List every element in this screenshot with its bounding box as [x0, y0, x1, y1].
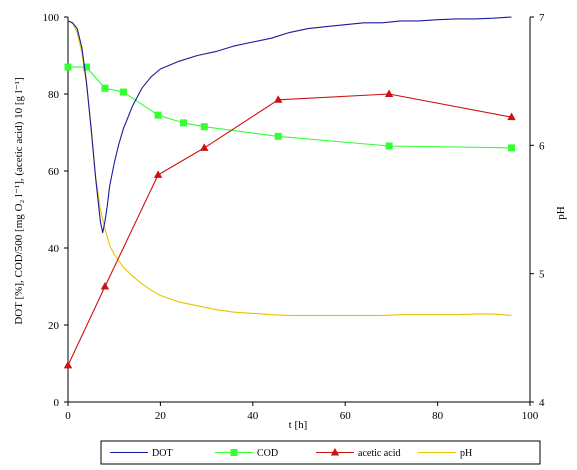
acetic-acid-point [63, 360, 73, 369]
x-tick-label: 100 [522, 410, 539, 422]
cod-line [68, 66, 512, 149]
series-acetic-acid [63, 89, 516, 369]
acetic-acid-point [153, 170, 163, 178]
legend-marker-cod [230, 449, 238, 456]
acetic-acid-point [507, 112, 516, 121]
x-tick-label: 80 [432, 410, 444, 422]
legend-marker-acetic-acid [330, 448, 340, 456]
y-axis-left: 0 20 40 60 80 100 [43, 12, 68, 409]
dot-line [67, 16, 512, 234]
acetic-acid-point [274, 95, 283, 103]
y2-tick-label: 5 [539, 269, 545, 281]
x-tick-label: 0 [65, 410, 71, 422]
y-tick-label: 80 [48, 89, 60, 101]
y-tick-label: 100 [43, 12, 60, 24]
series-dot [67, 16, 512, 234]
y-tick-label: 0 [54, 397, 60, 409]
acetic-acid-line [67, 93, 512, 366]
x-axis-title: t [h] [289, 419, 308, 431]
acetic-acid-point [200, 143, 209, 151]
legend: DOT COD acetic acid pH [100, 440, 541, 465]
legend-item-ph: pH [418, 448, 472, 459]
x-tick-label: 60 [340, 410, 352, 422]
legend-item-acetic-acid: acetic acid [316, 448, 400, 459]
cod-point [154, 111, 162, 119]
acetic-acid-point [384, 89, 394, 97]
cod-point [101, 84, 109, 92]
ph-line [67, 20, 512, 316]
y-axis-right: 4 5 6 7 [530, 12, 545, 409]
legend-label-dot: DOT [152, 448, 173, 459]
y2-tick-label: 7 [539, 12, 545, 24]
x-tick-label: 40 [247, 410, 259, 422]
cod-point [64, 63, 72, 71]
cod-point [385, 142, 393, 150]
y-axis-title: DOT [%], COD/500 [mg O₂ l⁻¹], (acetic ac… [13, 77, 25, 324]
x-tick-label: 20 [155, 410, 167, 422]
y2-tick-label: 4 [539, 397, 545, 409]
legend-label-ph: pH [460, 448, 472, 459]
cod-point [119, 88, 127, 96]
cod-point [200, 123, 208, 131]
y-tick-label: 40 [48, 243, 60, 255]
y-tick-label: 20 [48, 320, 60, 332]
series-layer [63, 16, 516, 369]
acetic-acid-point [100, 282, 110, 290]
cod-point [82, 63, 90, 71]
plot-frame [67, 17, 531, 403]
series-cod [64, 63, 516, 152]
series-ph [67, 20, 512, 316]
y2-tick-label: 6 [539, 140, 545, 152]
legend-label-acetic-acid: acetic acid [358, 448, 400, 459]
legend-item-dot: DOT [110, 448, 173, 459]
x-axis: 0 20 40 60 80 100 [65, 402, 539, 422]
y2-axis-title: pH [555, 206, 567, 220]
y-tick-label: 60 [48, 166, 60, 178]
cod-point [274, 132, 282, 140]
legend-label-cod: COD [257, 448, 278, 459]
cod-point [180, 119, 187, 127]
legend-item-cod: COD [215, 448, 278, 459]
cod-point [508, 144, 516, 152]
